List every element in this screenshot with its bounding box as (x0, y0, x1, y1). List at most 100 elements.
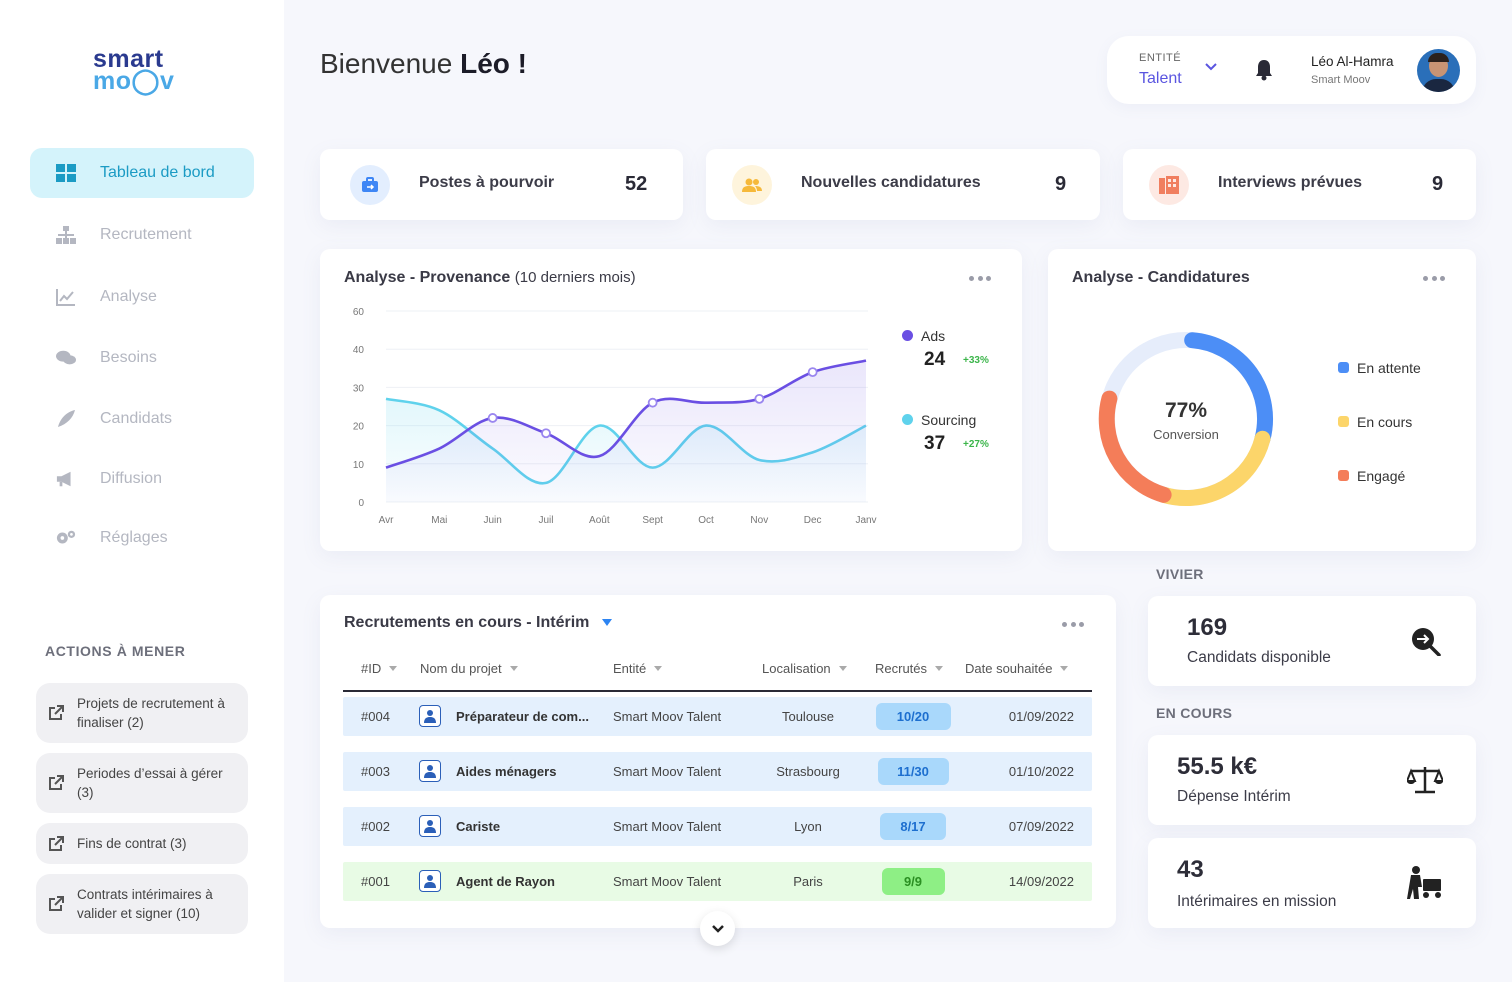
legend-en-cours[interactable]: En cours (1338, 414, 1412, 430)
bell-icon[interactable] (1254, 59, 1274, 81)
depense-card[interactable]: 55.5 k€ Dépense Intérim (1148, 735, 1476, 825)
table-row[interactable]: #002 Cariste Smart Moov Talent Lyon 8/17 07/0… (343, 807, 1092, 846)
column-header-localisation[interactable]: Localisation (762, 661, 847, 676)
sidebar-item-candidats[interactable]: Candidats (30, 394, 254, 444)
action-item[interactable]: Contrats intérimaires à valider et signe… (36, 874, 248, 934)
smartmoov-logo[interactable]: smart mo◯v (93, 45, 175, 95)
table-row[interactable]: #003 Aides ménagers Smart Moov Talent Stras… (343, 752, 1092, 791)
candidatures-title: Analyse - Candidatures (1072, 269, 1250, 286)
stat-card-postes[interactable]: Postes à pourvoir 52 (320, 149, 683, 220)
data-point[interactable] (647, 397, 658, 408)
action-item-label: Contrats intérimaires à valider et signe… (77, 887, 213, 921)
cell-entite: Smart Moov Talent (613, 709, 722, 724)
legend-sourcing[interactable]: Sourcing (902, 412, 976, 428)
legend-engage[interactable]: Engagé (1338, 468, 1405, 484)
column-header-id[interactable]: #ID (361, 661, 398, 676)
sort-icon (935, 666, 944, 671)
sidebar-item-besoins[interactable]: Besoins (30, 333, 254, 383)
x-tick-label: Avr (379, 515, 394, 526)
cell-date: 01/09/2022 (1008, 709, 1074, 724)
conversion-caption: Conversion (1153, 427, 1219, 442)
interimaires-card[interactable]: 43 Intérimaires en mission (1148, 838, 1476, 928)
cell-projet[interactable]: Agent de Rayon (456, 874, 555, 889)
depense-label: Dépense Intérim (1177, 788, 1291, 805)
sidebar-item-tableau-de-bord[interactable]: Tableau de bord (30, 148, 254, 198)
worker-icon (1407, 866, 1441, 899)
sidebar-item-label: Diffusion (100, 470, 162, 487)
table-title[interactable]: Recrutements en cours - Intérim (344, 614, 612, 632)
cell-id: #001 (361, 874, 390, 889)
sidebar: smart mo◯v Tableau de bord Recrutement A… (0, 0, 284, 982)
table-row[interactable]: #001 Agent de Rayon Smart Moov Talent Paris… (343, 862, 1092, 901)
stat-card-interviews[interactable]: Interviews prévues 9 (1123, 149, 1476, 220)
data-point[interactable] (541, 428, 551, 439)
cell-localisation: Lyon (794, 819, 822, 834)
action-item[interactable]: Fins de contrat (3) (36, 823, 248, 864)
external-link-icon (49, 896, 64, 911)
vivier-value: 169 (1187, 614, 1228, 641)
cell-localisation: Paris (793, 874, 823, 889)
data-point[interactable] (754, 393, 765, 404)
column-header-date[interactable]: Date souhaitée (965, 661, 1069, 676)
y-tick-label: 0 (358, 498, 364, 509)
action-item-label: Periodes d’essai à gérer (3) (77, 766, 223, 800)
column-header-entite[interactable]: Entité (613, 661, 663, 676)
action-item[interactable]: Projets de recrutement à finaliser (2) (36, 683, 248, 743)
legend-dot (902, 414, 913, 425)
depense-value: 55.5 k€ (1177, 753, 1258, 780)
legend-ads[interactable]: Ads (902, 328, 945, 344)
caret-down-icon[interactable] (601, 619, 612, 627)
scroll-down-button[interactable] (700, 911, 735, 946)
sort-icon (654, 666, 663, 671)
sidebar-item-label: Réglages (100, 529, 168, 546)
stat-label: Postes à pourvoir (419, 174, 555, 191)
interimaires-label: Intérimaires en mission (1177, 893, 1337, 910)
sort-icon (389, 666, 398, 671)
search-arrow-icon[interactable] (1410, 626, 1442, 656)
more-options-icon[interactable] (1423, 276, 1445, 282)
more-options-icon[interactable] (969, 276, 991, 282)
cell-entite: Smart Moov Talent (613, 764, 722, 779)
x-tick-label: Juin (483, 515, 501, 526)
encours-title: EN COURS (1156, 705, 1233, 721)
chevron-down-icon[interactable] (1204, 62, 1218, 72)
vivier-card[interactable]: 169 Candidats disponible (1148, 596, 1476, 686)
recrutes-badge: 9/9 (881, 868, 945, 895)
cell-date: 01/10/2022 (1008, 764, 1074, 779)
legend-dot (1338, 470, 1349, 481)
sidebar-item-diffusion[interactable]: Diffusion (30, 454, 254, 504)
y-tick-label: 10 (353, 460, 365, 471)
sidebar-item-reglages[interactable]: Réglages (30, 513, 254, 563)
sidebar-item-recrutement[interactable]: Recrutement (30, 210, 254, 260)
entity-value[interactable]: Talent (1139, 70, 1182, 87)
legend-en-attente[interactable]: En attente (1338, 360, 1421, 376)
line-chart-icon (56, 287, 76, 307)
series-line-ads (385, 359, 867, 469)
column-header-projet[interactable]: Nom du projet (420, 661, 518, 676)
cell-id: #004 (361, 709, 390, 724)
chat-bubbles-icon (56, 348, 76, 368)
legend-dot (902, 330, 913, 341)
y-tick-label: 20 (353, 422, 365, 433)
header-divider (343, 690, 1092, 692)
vivier-title: VIVIER (1156, 566, 1204, 582)
avatar[interactable] (1417, 49, 1460, 92)
sort-icon (838, 666, 847, 671)
column-header-recrutes[interactable]: Recrutés (875, 661, 944, 676)
cell-projet[interactable]: Préparateur de com... (456, 709, 589, 724)
cell-projet[interactable]: Cariste (456, 819, 501, 834)
cell-id: #002 (361, 819, 390, 834)
cell-projet[interactable]: Aides ménagers (456, 764, 557, 779)
action-item[interactable]: Periodes d’essai à gérer (3) (36, 753, 248, 813)
data-point[interactable] (487, 413, 498, 423)
recrutes-badge: 11/30 (877, 758, 949, 785)
sidebar-item-analyse[interactable]: Analyse (30, 272, 254, 322)
provenance-title: Analyse - Provenance (10 derniers mois) (344, 269, 636, 286)
stat-card-candidatures[interactable]: Nouvelles candidatures 9 (706, 149, 1100, 220)
table-row[interactable]: #004 Préparateur de com... Smart Moov Tale… (343, 697, 1092, 736)
sort-icon (1060, 666, 1069, 671)
org-chart-icon (56, 225, 76, 245)
data-point[interactable] (807, 367, 818, 378)
cell-localisation: Toulouse (781, 709, 835, 724)
more-options-icon[interactable] (1062, 622, 1084, 628)
